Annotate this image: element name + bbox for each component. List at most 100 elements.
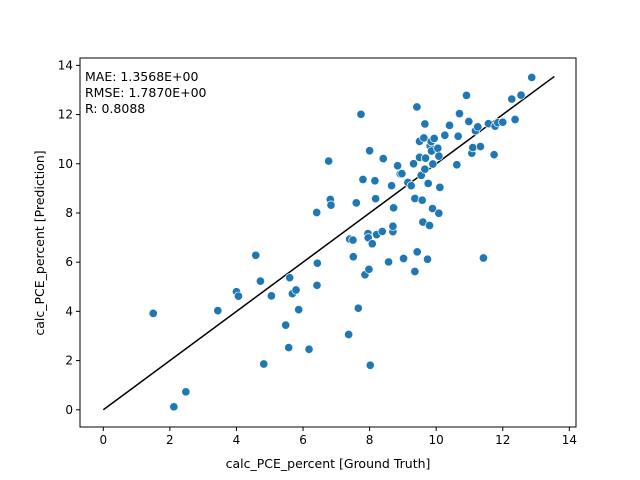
data-point-91: [473, 122, 483, 132]
data-point-50: [397, 169, 407, 179]
rmse-annotation: RMSE: 1.7870E+00: [85, 85, 207, 100]
data-point-22: [326, 200, 336, 210]
data-point-53: [406, 181, 416, 191]
data-point-92: [475, 142, 486, 152]
y-tick-label-12: 12: [58, 108, 73, 122]
y-tick-label-4: 4: [65, 304, 73, 318]
data-point-23: [344, 329, 354, 340]
data-point-48: [393, 161, 403, 171]
data-point-14: [291, 285, 301, 295]
data-point-98: [498, 117, 508, 127]
data-point-57: [412, 102, 422, 112]
data-point-54: [409, 159, 419, 169]
data-point-56: [410, 266, 420, 277]
data-point-83: [452, 160, 462, 170]
data-point-47: [389, 203, 399, 213]
y-tick-label-8: 8: [65, 206, 73, 220]
data-point-43: [384, 257, 394, 267]
x-tick-label-14: 14: [562, 433, 577, 447]
data-point-80: [435, 182, 445, 192]
data-point-66: [420, 119, 430, 129]
r-annotation: R: 0.8088: [85, 101, 145, 116]
data-point-67: [420, 153, 431, 163]
data-point-28: [353, 303, 363, 313]
data-point-86: [461, 90, 472, 100]
data-point-68: [422, 254, 433, 264]
y-tick-label-14: 14: [58, 58, 73, 72]
data-point-93: [478, 253, 489, 263]
data-point-38: [370, 176, 380, 186]
data-point-37: [367, 239, 377, 249]
data-point-12: [285, 273, 295, 283]
y-tick-label-10: 10: [58, 157, 73, 171]
data-point-36: [365, 360, 375, 370]
y-axis-label: calc_PCE_percent [Prediction]: [32, 150, 47, 335]
data-point-9: [266, 291, 276, 301]
data-point-27: [351, 198, 361, 208]
data-point-58: [412, 247, 422, 257]
plot-area: 0 2 4 6 8 10 12 14 0 2 4 6 8 10 12 14: [58, 57, 577, 447]
data-point-30: [358, 174, 368, 185]
data-point-65: [420, 164, 430, 174]
y-tick-label-0: 0: [65, 403, 73, 417]
data-point-44: [387, 181, 397, 191]
data-point-0: [148, 308, 158, 318]
data-point-41: [377, 226, 387, 236]
data-point-2: [181, 387, 191, 397]
data-point-8: [259, 359, 269, 369]
data-point-82: [444, 120, 455, 130]
data-point-74: [427, 204, 438, 214]
data-point-46: [388, 221, 398, 231]
data-point-7: [255, 276, 265, 286]
data-point-102: [527, 72, 537, 82]
data-point-84: [453, 131, 463, 141]
data-point-87: [464, 116, 474, 127]
data-point-64: [419, 133, 429, 143]
data-point-42: [378, 154, 388, 164]
x-tick-label-4: 4: [233, 433, 241, 447]
data-point-11: [284, 342, 294, 353]
data-point-5: [233, 291, 244, 301]
data-point-39: [371, 194, 381, 204]
x-tick-label-6: 6: [299, 433, 307, 447]
data-point-76: [429, 133, 439, 143]
data-point-18: [312, 258, 322, 268]
data-point-25: [348, 235, 358, 245]
data-point-17: [312, 280, 322, 290]
data-point-85: [454, 109, 465, 119]
data-point-89: [468, 142, 478, 153]
x-tick-label-8: 8: [366, 433, 374, 447]
y-tick-label-6: 6: [65, 255, 73, 269]
x-tick-label-0: 0: [99, 433, 107, 447]
y-tick-label-2: 2: [65, 354, 73, 368]
data-point-95: [489, 150, 499, 160]
data-point-75: [428, 159, 438, 169]
data-point-6: [251, 250, 261, 260]
x-tick-label-2: 2: [166, 433, 174, 447]
data-point-100: [510, 114, 520, 125]
data-point-35: [365, 146, 375, 156]
data-point-20: [324, 156, 334, 166]
data-point-10: [281, 320, 291, 330]
data-point-70: [424, 220, 435, 231]
x-tick-label-12: 12: [495, 433, 510, 447]
data-point-34: [364, 264, 374, 274]
data-point-29: [356, 109, 366, 119]
x-tick-label-10: 10: [429, 433, 444, 447]
data-point-99: [507, 94, 517, 104]
data-point-81: [440, 130, 450, 140]
data-point-19: [312, 207, 322, 218]
data-point-15: [294, 305, 304, 315]
data-point-101: [516, 90, 526, 100]
x-axis-label: calc_PCE_percent [Ground Truth]: [226, 456, 431, 471]
data-point-1: [169, 402, 179, 412]
data-point-16: [304, 344, 314, 354]
data-point-78: [434, 151, 444, 161]
axes-frame: [79, 57, 577, 428]
data-point-26: [348, 252, 358, 262]
data-point-69: [423, 178, 433, 189]
data-point-62: [417, 195, 427, 205]
mae-annotation: MAE: 1.3568E+00: [85, 69, 198, 84]
data-point-79: [434, 208, 444, 218]
